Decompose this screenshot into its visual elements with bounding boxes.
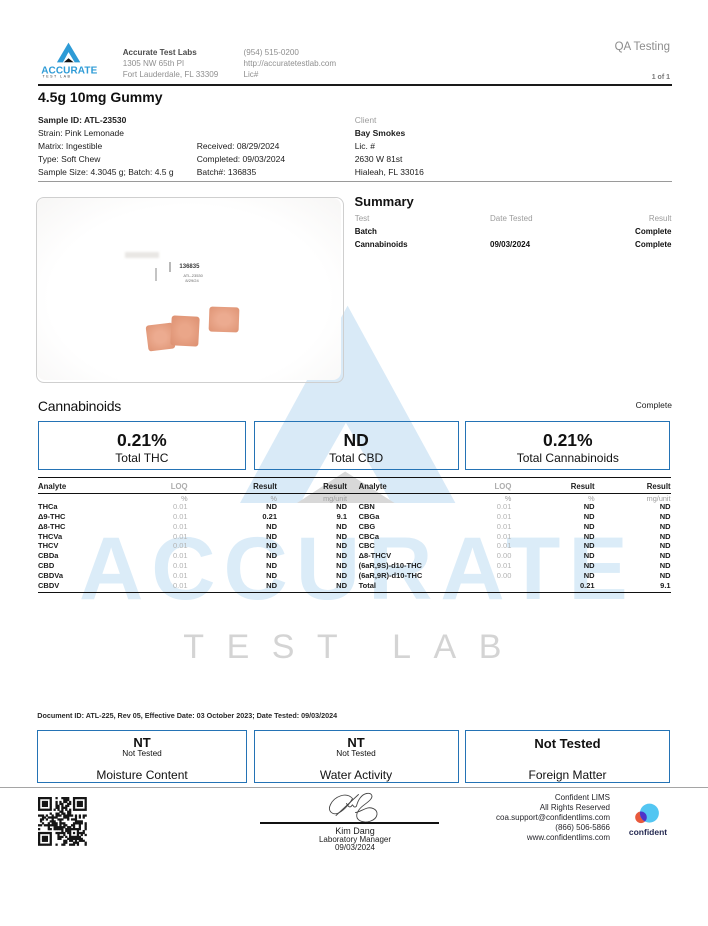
svg-text:ACCURATE: ACCURATE	[41, 66, 97, 77]
svg-text:TEST LAB: TEST LAB	[43, 75, 72, 79]
